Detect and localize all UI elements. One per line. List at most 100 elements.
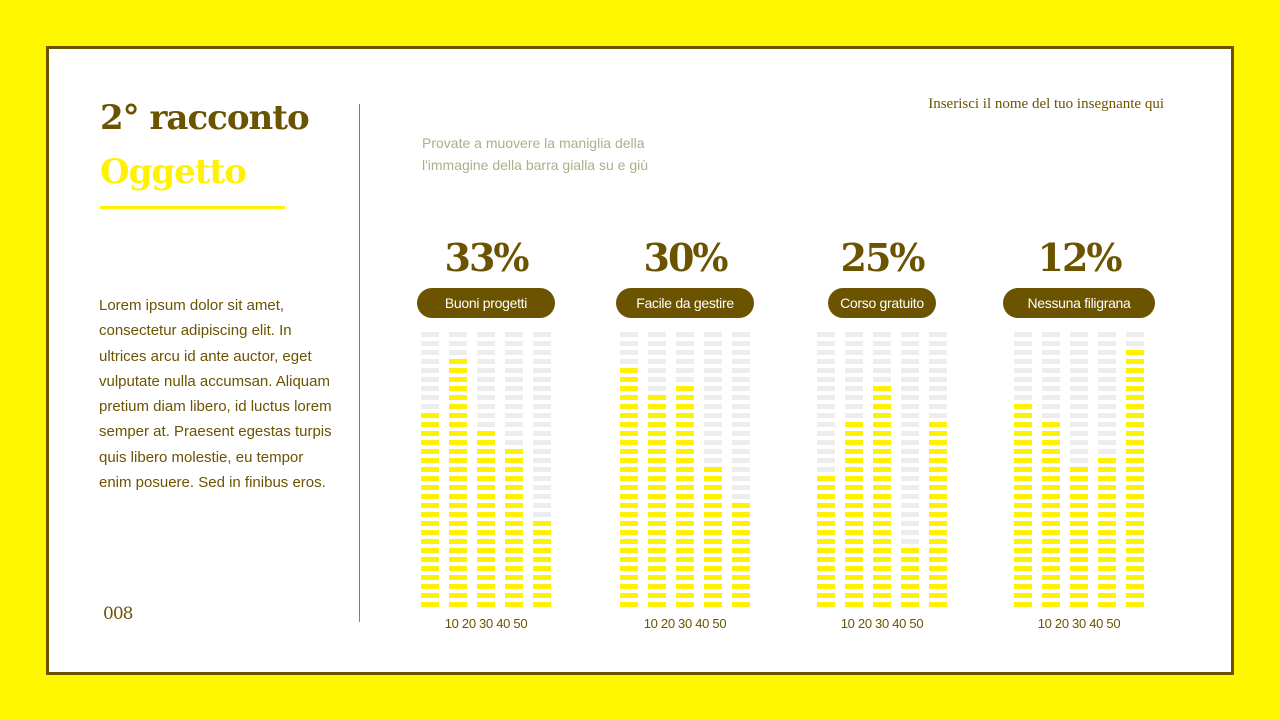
bar-segment (620, 332, 638, 337)
bar-segment (620, 467, 638, 472)
bar-segment (505, 521, 523, 526)
bar-segment (533, 341, 551, 346)
bar-segment (1014, 350, 1032, 355)
bar-segment (704, 476, 722, 481)
bar-segment (1014, 386, 1032, 391)
bar-column[interactable] (676, 332, 694, 612)
bar-column[interactable] (620, 332, 638, 612)
bar-column[interactable] (873, 332, 891, 612)
bar-segment (1070, 413, 1088, 418)
bar-segment (704, 539, 722, 544)
bar-segment (704, 395, 722, 400)
bar-column[interactable] (421, 332, 439, 612)
bar-segment (421, 602, 439, 607)
bar-segment (1098, 404, 1116, 409)
bar-column[interactable] (1126, 332, 1144, 612)
bar-segment (1014, 368, 1032, 373)
bar-segment (901, 575, 919, 580)
bar-column[interactable] (505, 332, 523, 612)
bar-segment (620, 395, 638, 400)
bar-segment (1042, 449, 1060, 454)
bar-segment (873, 449, 891, 454)
bar-segment (620, 458, 638, 463)
bar-segment (505, 530, 523, 535)
bar-segment (620, 341, 638, 346)
bar-column[interactable] (533, 332, 551, 612)
bar-column[interactable] (732, 332, 750, 612)
bar-segment (929, 404, 947, 409)
bar-column[interactable] (704, 332, 722, 612)
bar-segment (1098, 512, 1116, 517)
bar-segment (1014, 566, 1032, 571)
bar-segment (421, 512, 439, 517)
bar-segment (1014, 485, 1032, 490)
bar-segment (1070, 359, 1088, 364)
bar-segment (1014, 521, 1032, 526)
bar-segment (929, 530, 947, 535)
bar-segment (817, 332, 835, 337)
bar-segment (477, 485, 495, 490)
bar-segment (929, 476, 947, 481)
bar-segment (704, 404, 722, 409)
bar-segment (620, 368, 638, 373)
bar-column[interactable] (477, 332, 495, 612)
bar-segment (901, 458, 919, 463)
bar-column[interactable] (648, 332, 666, 612)
bar-segment (620, 512, 638, 517)
bar-segment (533, 404, 551, 409)
bar-segment (676, 539, 694, 544)
bar-segment (845, 422, 863, 427)
bar-segment (1042, 575, 1060, 580)
bar-segment (1098, 566, 1116, 571)
bar-column[interactable] (817, 332, 835, 612)
bar-segment (477, 413, 495, 418)
bar-segment (421, 404, 439, 409)
bar-segment (704, 548, 722, 553)
bar-segment (845, 386, 863, 391)
bar-segment (1126, 584, 1144, 589)
bar-column[interactable] (1014, 332, 1032, 612)
bar-segment (901, 341, 919, 346)
bar-column[interactable] (901, 332, 919, 612)
bar-segment (1042, 431, 1060, 436)
bar-segment (845, 602, 863, 607)
bar-segment (1042, 341, 1060, 346)
bar-segment (1126, 539, 1144, 544)
bar-segment (449, 431, 467, 436)
bar-column[interactable] (1070, 332, 1088, 612)
bar-segment (901, 350, 919, 355)
bar-segment (1070, 485, 1088, 490)
bar-segment (505, 413, 523, 418)
bar-column[interactable] (1098, 332, 1116, 612)
bar-segment (421, 422, 439, 427)
bar-column[interactable] (449, 332, 467, 612)
bar-column[interactable] (1042, 332, 1060, 612)
bar-segment (929, 350, 947, 355)
bar-segment (421, 575, 439, 580)
bar-segment (1042, 584, 1060, 589)
bar-segment (648, 377, 666, 382)
segment-bars[interactable] (812, 332, 952, 612)
bar-segment (1126, 467, 1144, 472)
bar-column[interactable] (929, 332, 947, 612)
bar-segment (1070, 557, 1088, 562)
bar-segment (1070, 404, 1088, 409)
bar-segment (449, 359, 467, 364)
bar-segment (901, 404, 919, 409)
bar-segment (676, 332, 694, 337)
bar-segment (1098, 350, 1116, 355)
segment-bars[interactable] (416, 332, 556, 612)
bar-segment (873, 332, 891, 337)
segment-bars[interactable] (1009, 332, 1149, 612)
bar-segment (845, 584, 863, 589)
bar-segment (873, 503, 891, 508)
bar-segment (648, 584, 666, 589)
bar-segment (873, 548, 891, 553)
bar-segment (901, 431, 919, 436)
bar-segment (817, 395, 835, 400)
bar-segment (704, 377, 722, 382)
bar-segment (704, 593, 722, 598)
segment-bars[interactable] (615, 332, 755, 612)
bar-column[interactable] (845, 332, 863, 612)
bar-segment (477, 593, 495, 598)
